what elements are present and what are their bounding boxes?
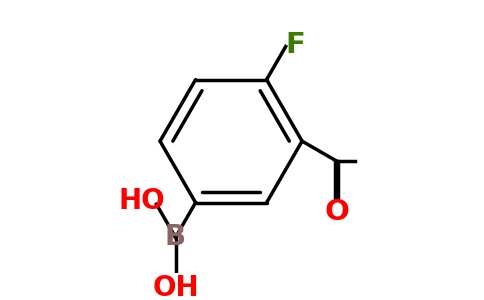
Text: F: F [286, 31, 306, 59]
Text: OH: OH [152, 274, 199, 300]
Text: O: O [324, 198, 349, 226]
Text: B: B [165, 223, 186, 251]
Text: HO: HO [119, 187, 165, 214]
